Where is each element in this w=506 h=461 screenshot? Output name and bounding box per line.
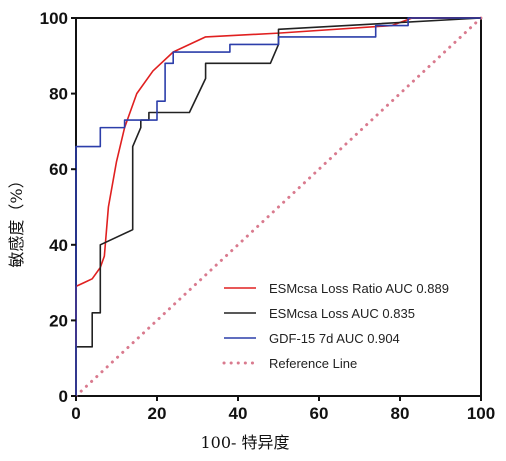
x-tick-label: 20 xyxy=(148,404,167,423)
legend-label: GDF-15 7d AUC 0.904 xyxy=(269,331,400,346)
legend: ESMcsa Loss Ratio AUC 0.889 ESMcsa Loss A… xyxy=(222,281,449,371)
x-tick-label: 40 xyxy=(229,404,248,423)
y-tick-label: 20 xyxy=(49,311,68,330)
y-tick-label: 80 xyxy=(49,85,68,104)
legend-label: ESMcsa Loss Ratio AUC 0.889 xyxy=(269,281,449,296)
y-tick-label: 0 xyxy=(59,387,68,406)
x-tick-label: 100 xyxy=(467,404,495,423)
x-axis-title: 100- 特异度 xyxy=(200,433,289,452)
x-tick-label: 60 xyxy=(310,404,329,423)
y-tick-label: 100 xyxy=(40,9,68,28)
y-tick-label: 60 xyxy=(49,160,68,179)
y-axis-title: 敏感度（%） xyxy=(7,172,26,267)
x-tick-label: 0 xyxy=(71,404,80,423)
legend-label: Reference Line xyxy=(269,356,357,371)
legend-label: ESMcsa Loss AUC 0.835 xyxy=(269,306,415,321)
y-tick-label: 40 xyxy=(49,236,68,255)
reference-line xyxy=(74,16,483,398)
x-tick-label: 80 xyxy=(391,404,410,423)
roc-curve-3 xyxy=(75,17,481,396)
